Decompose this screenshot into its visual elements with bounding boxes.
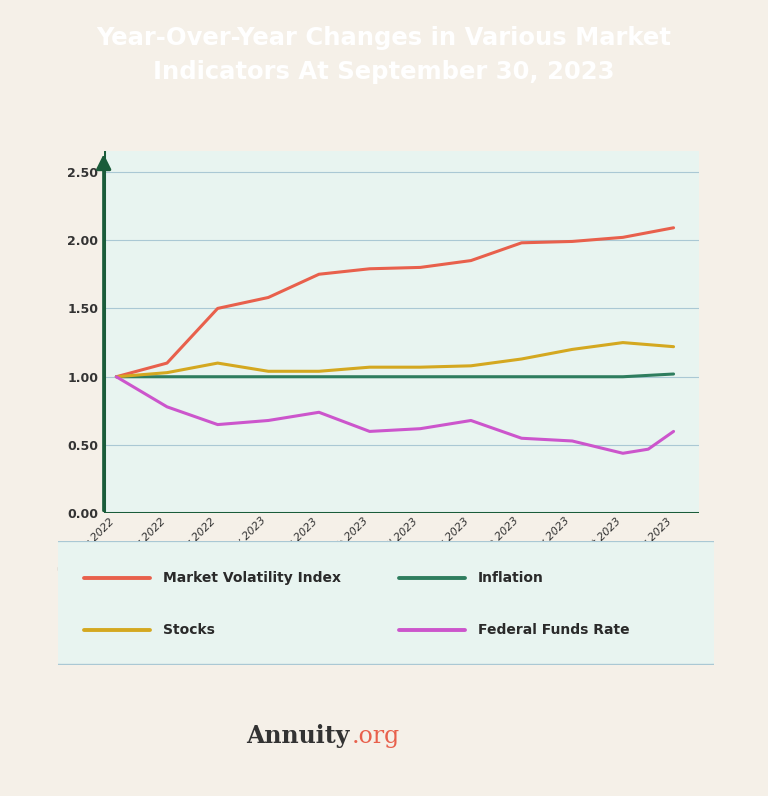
Text: Inflation: Inflation (478, 572, 544, 585)
Text: Year-Over-Year Changes in Various Market
Indicators At September 30, 2023: Year-Over-Year Changes in Various Market… (97, 26, 671, 84)
Text: .org: .org (352, 725, 400, 747)
Text: Market Volatility Index: Market Volatility Index (163, 572, 341, 585)
FancyBboxPatch shape (48, 541, 724, 665)
Text: Federal Funds Rate: Federal Funds Rate (478, 623, 630, 637)
Text: Stocks: Stocks (163, 623, 214, 637)
Text: Annuity: Annuity (246, 724, 349, 748)
